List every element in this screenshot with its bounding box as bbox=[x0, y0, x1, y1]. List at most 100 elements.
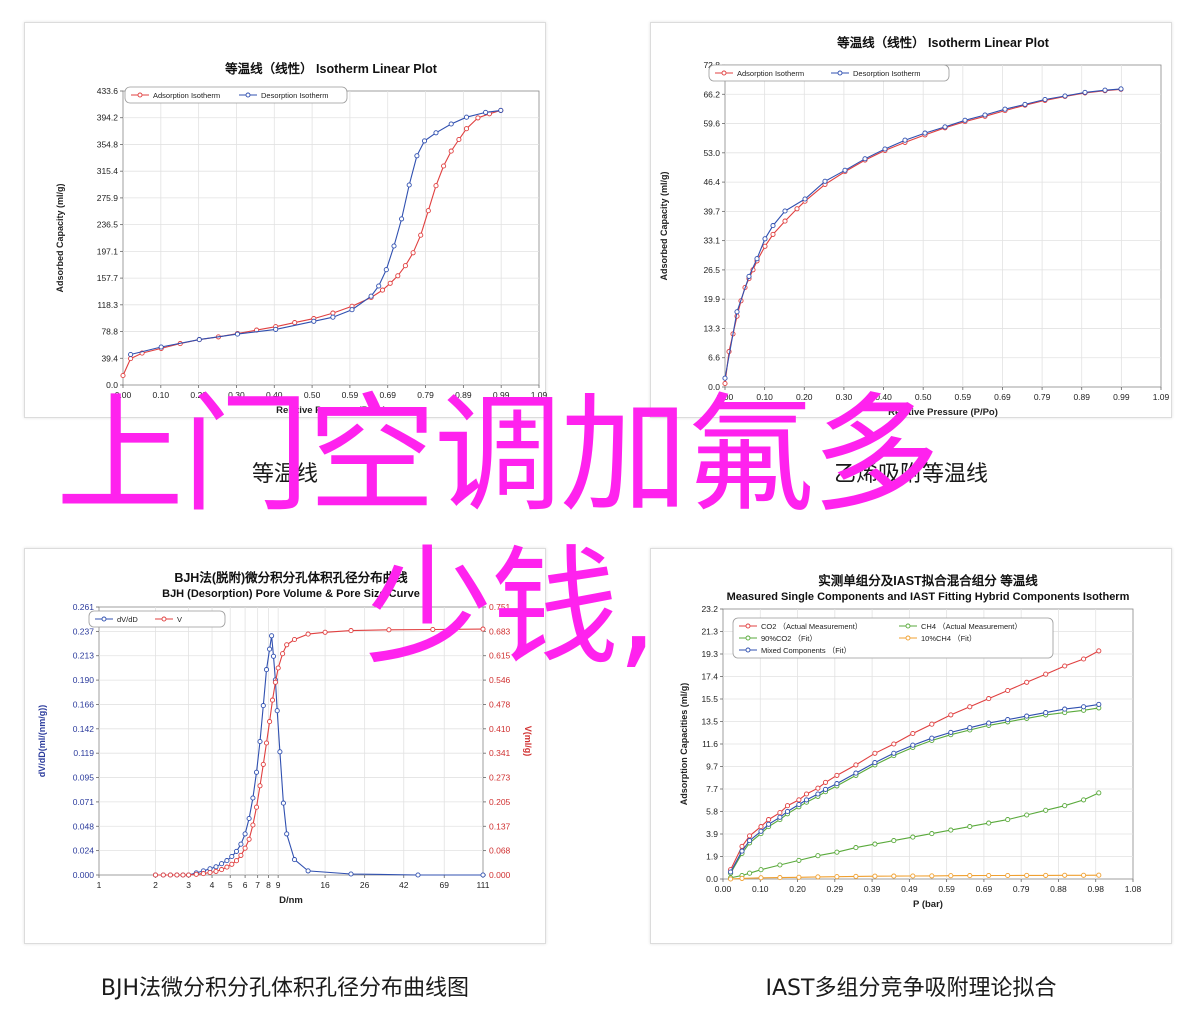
x-tick-label: 69 bbox=[440, 880, 450, 890]
y-tick-label: 0.071 bbox=[73, 797, 95, 807]
data-point bbox=[242, 845, 248, 851]
x-tick-label: 0.20 bbox=[190, 390, 207, 400]
data-point bbox=[872, 750, 878, 756]
legend-marker bbox=[745, 647, 751, 653]
data-point bbox=[728, 876, 734, 882]
data-point bbox=[448, 121, 454, 127]
data-point bbox=[1118, 86, 1124, 92]
legend-marker bbox=[137, 92, 143, 98]
x-tick-label: 8 bbox=[266, 880, 271, 890]
x-tick-label: 5 bbox=[228, 880, 233, 890]
chart-title: BJH法(脱附)微分积分孔体积孔径分布曲线 bbox=[174, 570, 408, 585]
data-point bbox=[929, 873, 935, 879]
data-point bbox=[1096, 648, 1102, 654]
y-tick-label: 17.4 bbox=[701, 672, 718, 682]
x-tick-label: 0.30 bbox=[836, 392, 853, 402]
data-point bbox=[128, 351, 134, 358]
x-tick-label: 0.10 bbox=[153, 390, 170, 400]
chart-title: 等温线（线性） Isotherm Linear Plot bbox=[836, 35, 1050, 50]
data-point bbox=[269, 697, 276, 703]
data-point bbox=[1062, 872, 1068, 878]
data-point bbox=[802, 196, 808, 202]
data-point bbox=[1043, 710, 1049, 716]
data-point bbox=[853, 873, 859, 879]
data-point bbox=[872, 873, 878, 879]
legend-label: Desorption Isotherm bbox=[853, 69, 921, 78]
data-point bbox=[250, 795, 256, 801]
data-point bbox=[891, 750, 897, 756]
data-point bbox=[842, 167, 848, 173]
data-point bbox=[349, 307, 355, 313]
data-point bbox=[196, 337, 202, 343]
data-point bbox=[747, 833, 753, 839]
y-tick-label: 236.5 bbox=[97, 220, 119, 230]
x-tick-label: 0.88 bbox=[1050, 884, 1067, 894]
y2-tick-label: 0.000 bbox=[489, 870, 511, 880]
data-point bbox=[834, 781, 840, 787]
x-tick-label: 0.89 bbox=[1073, 392, 1090, 402]
legend-box bbox=[732, 617, 1054, 659]
legend-marker bbox=[905, 623, 911, 629]
x-tick-label: 0.49 bbox=[901, 884, 918, 894]
x-axis-label: P (bar) bbox=[913, 899, 943, 910]
data-point bbox=[834, 849, 840, 855]
x-tick-label: 0.50 bbox=[915, 392, 932, 402]
data-point bbox=[213, 864, 219, 870]
legend-label: Mixed Components （Fit） bbox=[761, 646, 851, 655]
data-point bbox=[822, 786, 829, 792]
data-point bbox=[348, 871, 354, 877]
data-point bbox=[834, 772, 840, 778]
data-point bbox=[415, 872, 421, 878]
data-point bbox=[305, 631, 311, 637]
x-tick-label: 0.69 bbox=[976, 884, 993, 894]
data-point bbox=[942, 124, 948, 130]
data-point bbox=[348, 628, 354, 634]
data-point bbox=[910, 742, 916, 748]
x-tick-label: 26 bbox=[360, 880, 370, 890]
y-tick-label: 0.142 bbox=[73, 724, 95, 734]
data-point bbox=[910, 730, 916, 737]
data-point bbox=[229, 853, 235, 860]
data-point bbox=[386, 627, 392, 633]
data-point bbox=[233, 858, 240, 864]
x-tick-label: 4 bbox=[210, 880, 215, 890]
data-point bbox=[463, 126, 470, 132]
data-point bbox=[1043, 872, 1049, 878]
data-point bbox=[414, 153, 420, 159]
data-point bbox=[762, 236, 768, 242]
data-point bbox=[929, 735, 935, 741]
x-tick-label: 0.89 bbox=[455, 390, 472, 400]
legend-label: Adsorption Isotherm bbox=[153, 91, 220, 100]
x-tick-label: 0.98 bbox=[1087, 884, 1104, 894]
data-point bbox=[383, 267, 389, 273]
data-point bbox=[784, 803, 791, 809]
data-point bbox=[263, 740, 270, 746]
chart-svg-2: 0.0 6.6 13.3 19.9 26.5 33.1 39.7 46.4 53.0 59.6 66… bbox=[659, 35, 1170, 418]
data-point bbox=[160, 872, 166, 878]
data-point bbox=[368, 293, 374, 299]
y-tick-label: 7.7 bbox=[706, 784, 718, 794]
y-axis-label: dV/dD(ml/(nm/g)) bbox=[37, 705, 47, 778]
data-point bbox=[292, 320, 298, 326]
x-tick-label: 16 bbox=[320, 880, 330, 890]
data-point bbox=[770, 231, 776, 237]
data-point bbox=[948, 712, 954, 718]
data-point bbox=[456, 136, 462, 143]
data-point bbox=[1024, 679, 1030, 685]
x-tick-label: 0.99 bbox=[1113, 392, 1130, 402]
y-axis-label: Adsorbed Capacity (ml/g) bbox=[659, 171, 669, 280]
data-point bbox=[766, 821, 772, 827]
x-tick-label: 0.69 bbox=[379, 390, 396, 400]
data-point bbox=[1043, 671, 1049, 677]
chart-title: 实测单组分及IAST拟合混合组分 等温线 bbox=[818, 573, 1038, 588]
data-point bbox=[754, 256, 760, 262]
data-point bbox=[260, 761, 266, 767]
chart-svg-3: 0.000 0.024 0.048 0.071 0.095 0.119 0.142 0.166… bbox=[37, 570, 533, 906]
data-point bbox=[747, 838, 753, 844]
data-point bbox=[219, 861, 225, 867]
data-point bbox=[291, 636, 298, 643]
series-line-1 bbox=[730, 792, 1100, 879]
data-point bbox=[948, 729, 954, 735]
plot-area bbox=[98, 606, 484, 876]
data-point bbox=[280, 651, 286, 657]
